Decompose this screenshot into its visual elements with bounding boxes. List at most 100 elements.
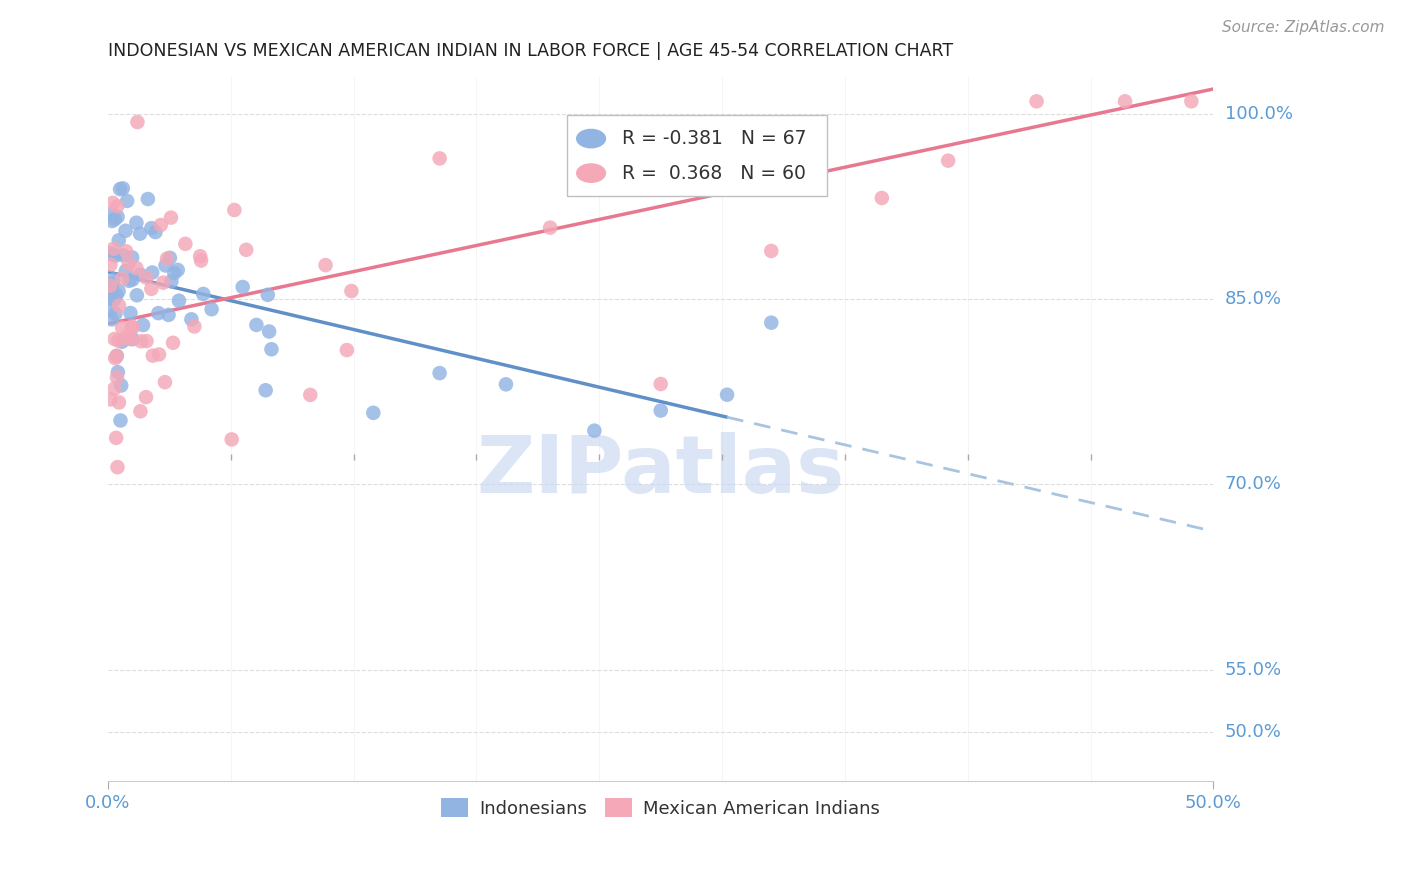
Point <box>107 460 129 475</box>
Point <box>107 284 129 298</box>
Point <box>101 277 124 291</box>
Point <box>180 312 202 326</box>
Point <box>256 288 278 302</box>
Point <box>163 266 186 280</box>
Point <box>761 316 783 330</box>
Point <box>121 272 143 286</box>
Point <box>129 268 152 282</box>
Point <box>100 291 122 305</box>
Point <box>315 258 337 272</box>
Point <box>101 195 124 210</box>
Point <box>108 299 131 313</box>
Point <box>107 334 129 348</box>
Point <box>105 288 128 302</box>
Point <box>103 293 125 307</box>
Point <box>105 349 128 363</box>
Point <box>105 199 128 213</box>
Point <box>160 211 183 225</box>
Text: 50.0%: 50.0% <box>1225 723 1281 740</box>
Point <box>232 280 254 294</box>
Point <box>162 335 184 350</box>
Text: INDONESIAN VS MEXICAN AMERICAN INDIAN IN LABOR FORCE | AGE 45-54 CORRELATION CHA: INDONESIAN VS MEXICAN AMERICAN INDIAN IN… <box>108 42 953 60</box>
Point <box>224 202 246 217</box>
FancyBboxPatch shape <box>567 115 827 196</box>
Point <box>363 406 385 420</box>
Point <box>148 306 170 320</box>
Point <box>101 214 124 228</box>
Point <box>153 375 176 389</box>
Point <box>100 207 122 221</box>
Text: R = -0.381   N = 67: R = -0.381 N = 67 <box>621 129 807 148</box>
Point <box>132 318 155 332</box>
Point <box>115 244 138 259</box>
Point <box>111 320 134 334</box>
Point <box>340 284 363 298</box>
Point <box>127 115 149 129</box>
Point <box>152 276 174 290</box>
Point <box>129 334 152 349</box>
Point <box>336 343 359 357</box>
Point <box>1180 95 1202 109</box>
Text: Source: ZipAtlas.com: Source: ZipAtlas.com <box>1222 20 1385 35</box>
Circle shape <box>576 164 606 182</box>
Point <box>121 251 143 265</box>
Point <box>156 252 179 266</box>
Point <box>125 216 148 230</box>
Point <box>716 387 738 401</box>
Point <box>107 365 129 379</box>
Point <box>107 233 129 247</box>
Point <box>190 253 212 268</box>
Point <box>429 366 451 380</box>
Point <box>148 347 170 361</box>
Text: 100.0%: 100.0% <box>1225 104 1292 123</box>
Point <box>125 260 148 275</box>
Point <box>936 153 959 168</box>
Point <box>111 181 134 195</box>
Point <box>100 392 122 407</box>
Point <box>105 370 128 384</box>
Point <box>112 248 135 262</box>
Point <box>129 404 152 418</box>
Point <box>103 242 125 256</box>
Point <box>103 332 125 346</box>
Point <box>121 319 143 334</box>
Point <box>118 257 141 271</box>
Point <box>129 227 152 241</box>
Point <box>114 264 136 278</box>
Point <box>108 182 131 196</box>
Point <box>115 330 138 344</box>
Point <box>188 249 211 263</box>
Point <box>115 194 138 208</box>
Point <box>160 274 183 288</box>
Point <box>100 303 122 318</box>
Point <box>221 433 243 447</box>
Point <box>121 320 143 334</box>
Point <box>101 247 124 261</box>
Point <box>120 306 142 320</box>
Point <box>105 431 128 445</box>
Text: 85.0%: 85.0% <box>1225 290 1282 308</box>
Point <box>429 152 451 166</box>
Point <box>583 424 606 438</box>
Point <box>110 378 132 392</box>
Point <box>103 382 125 396</box>
Point <box>1025 95 1047 109</box>
Point <box>104 351 127 366</box>
Point <box>111 334 134 349</box>
Point <box>761 244 783 258</box>
Point <box>104 307 127 321</box>
Point <box>157 308 180 322</box>
Point <box>101 312 124 326</box>
Point <box>142 349 165 363</box>
Point <box>145 225 167 239</box>
Point <box>245 318 267 332</box>
Point <box>120 332 142 346</box>
Point <box>104 249 127 263</box>
Point <box>166 263 188 277</box>
Point <box>174 236 197 251</box>
Point <box>111 272 134 286</box>
Point <box>155 259 177 273</box>
Point <box>1114 95 1136 109</box>
Point <box>299 388 322 402</box>
Point <box>108 395 131 409</box>
